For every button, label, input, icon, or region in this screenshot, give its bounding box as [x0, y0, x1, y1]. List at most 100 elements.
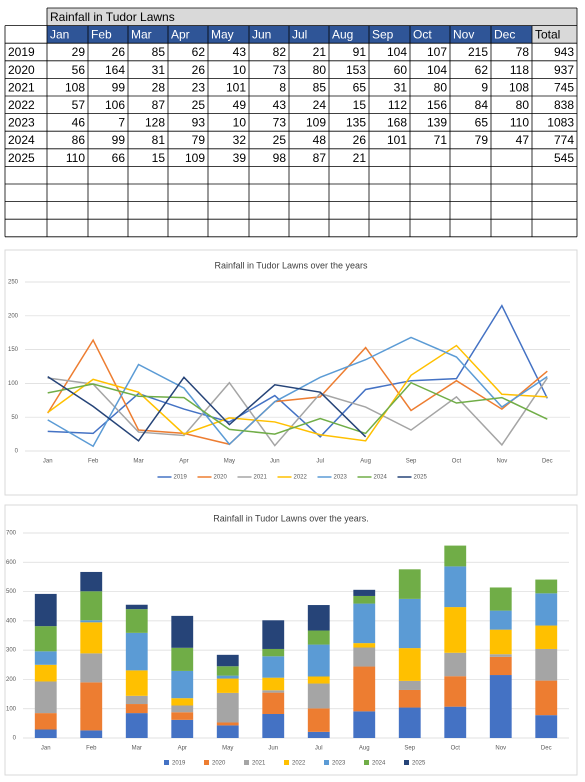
- table-cell: 139: [427, 116, 447, 130]
- legend-swatch: [324, 760, 329, 765]
- table-cell: 943: [554, 45, 574, 59]
- bar-segment: [398, 569, 421, 599]
- table-cell: 80: [313, 63, 327, 77]
- table-cell: 81: [152, 133, 166, 147]
- bar-segment: [353, 589, 376, 596]
- table-cell: 110: [510, 116, 529, 130]
- bar-segment: [398, 598, 421, 649]
- bar-segment: [444, 676, 467, 707]
- bar-segment: [216, 675, 239, 679]
- header-label: Nov: [453, 28, 474, 42]
- x-tick-label: May: [222, 746, 233, 752]
- line-series: [47, 336, 548, 448]
- table-cell: 99: [112, 133, 126, 147]
- legend-swatch: [284, 760, 289, 765]
- table-cell: 937: [554, 63, 574, 77]
- table-cell: 66: [112, 151, 126, 165]
- x-tick-label: Mar: [133, 459, 143, 465]
- table-cell: 15: [353, 98, 367, 112]
- header-label: Mar: [131, 28, 152, 42]
- header-cell: [410, 25, 450, 44]
- bar-segment: [353, 647, 376, 667]
- legend-swatch: [244, 760, 249, 765]
- x-tick-label: Oct: [452, 459, 462, 465]
- bar-segment: [307, 676, 330, 684]
- bar-segment: [307, 630, 330, 645]
- bar-segment: [444, 607, 467, 653]
- bar-segment: [535, 680, 558, 716]
- bar-segment: [171, 712, 194, 720]
- x-tick-label: Aug: [359, 746, 370, 752]
- line-series: [47, 304, 548, 438]
- x-tick-label: Jul: [315, 746, 323, 752]
- header-label: Jan: [50, 28, 69, 42]
- bar-segment: [125, 632, 148, 671]
- bar-segment: [489, 656, 512, 676]
- table-cell: 29: [72, 45, 86, 59]
- table-cell: 26: [112, 45, 126, 59]
- table-cell: 1083: [547, 116, 574, 130]
- legend-label: 2022: [294, 475, 308, 481]
- table-cell: 99: [112, 80, 126, 94]
- bar-segment: [398, 707, 421, 738]
- row-label: 2020: [8, 63, 35, 77]
- table-cell: 78: [516, 45, 530, 59]
- bar-segment: [34, 664, 57, 682]
- bar-segment: [216, 678, 239, 693]
- header-cell: [88, 25, 128, 44]
- line-series: [47, 344, 548, 442]
- table-cell: 65: [475, 116, 489, 130]
- legend-swatch: [364, 760, 369, 765]
- table-cell: 9: [481, 80, 488, 94]
- header-cell: [208, 25, 249, 44]
- x-tick-label: Jun: [270, 459, 280, 465]
- table-cell: 80: [516, 98, 530, 112]
- table-cell: 109: [185, 151, 205, 165]
- x-tick-label: Jan: [43, 459, 53, 465]
- line-series: [47, 381, 548, 435]
- table-cell: 93: [192, 116, 206, 130]
- bar-segment: [171, 705, 194, 713]
- table-cell: 10: [233, 63, 247, 77]
- legend-swatch: [404, 760, 409, 765]
- table-cell: 545: [554, 151, 574, 165]
- bar-segment: [80, 591, 103, 621]
- header-label: Oct: [413, 28, 432, 42]
- bar-segment: [262, 713, 285, 738]
- table-cell: 84: [475, 98, 489, 112]
- table-cell: 168: [387, 116, 407, 130]
- x-tick-label: Nov: [497, 459, 508, 465]
- table-cell: 79: [475, 133, 489, 147]
- bar-segment: [171, 647, 194, 671]
- table-cell: 118: [510, 63, 529, 77]
- header-cell: [369, 25, 410, 44]
- table-cell: 8: [279, 80, 286, 94]
- legend-label: 2023: [332, 761, 346, 767]
- bar-segment: [535, 648, 558, 681]
- bar-segment: [353, 603, 376, 644]
- y-tick-label: 200: [6, 677, 17, 683]
- header-label: Aug: [332, 28, 353, 42]
- header-cell: [491, 25, 532, 44]
- bar-segment: [262, 677, 285, 691]
- y-tick-label: 150: [8, 347, 19, 353]
- bar-segment: [262, 692, 285, 714]
- bar-segment: [444, 652, 467, 677]
- table-cell: 43: [273, 98, 287, 112]
- bar-segment: [489, 675, 512, 738]
- table-cell: 79: [192, 133, 206, 147]
- table-cell: 26: [353, 133, 367, 147]
- legend-swatch: [164, 760, 169, 765]
- table-cell: 107: [427, 45, 447, 59]
- chart-title: Rainfall in Tudor Lawns over the years: [214, 260, 368, 270]
- bar-segment: [535, 593, 558, 626]
- header-label: Apr: [171, 28, 190, 42]
- table-cell: 49: [233, 98, 247, 112]
- header-label: Total: [535, 28, 560, 42]
- table-cell: 47: [516, 133, 530, 147]
- bar-segment: [125, 670, 148, 696]
- bar-segment: [171, 719, 194, 738]
- x-tick-label: Apr: [179, 459, 188, 465]
- table-cell: 91: [353, 45, 367, 59]
